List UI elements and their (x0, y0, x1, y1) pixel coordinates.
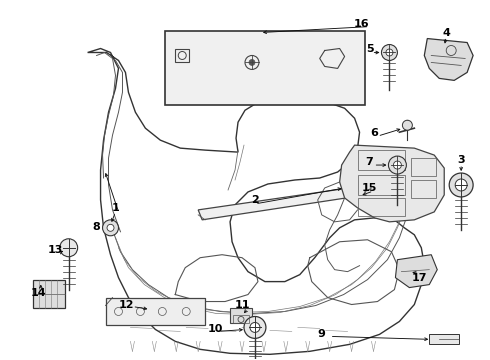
Text: 7: 7 (366, 157, 373, 167)
Polygon shape (395, 255, 437, 288)
Circle shape (386, 49, 393, 56)
Circle shape (244, 316, 266, 338)
Text: 6: 6 (370, 128, 378, 138)
Text: 10: 10 (207, 324, 223, 334)
Text: 11: 11 (234, 300, 250, 310)
Bar (358, 175, 405, 195)
Text: 8: 8 (93, 222, 100, 232)
Text: 1: 1 (112, 203, 120, 213)
Circle shape (250, 323, 260, 332)
Circle shape (249, 59, 255, 66)
Bar (165, 31, 365, 105)
Bar (230, 307, 252, 323)
Circle shape (402, 120, 413, 130)
Polygon shape (198, 185, 372, 220)
Bar (175, 49, 189, 62)
Text: 4: 4 (442, 28, 450, 37)
Bar (233, 315, 249, 323)
Bar (358, 198, 405, 216)
Circle shape (455, 179, 467, 191)
Text: 12: 12 (119, 300, 134, 310)
Bar (33, 280, 65, 307)
Circle shape (389, 156, 406, 174)
Bar (412, 158, 436, 176)
Polygon shape (424, 39, 473, 80)
Text: 15: 15 (362, 183, 377, 193)
Text: 3: 3 (457, 155, 465, 165)
Circle shape (382, 45, 397, 60)
Text: 17: 17 (412, 273, 427, 283)
Circle shape (102, 220, 119, 236)
Text: 5: 5 (366, 44, 373, 54)
Circle shape (393, 161, 401, 169)
Bar (429, 334, 459, 345)
Polygon shape (340, 145, 444, 222)
Text: 13: 13 (48, 245, 63, 255)
Circle shape (107, 224, 114, 231)
Circle shape (449, 173, 473, 197)
Text: 16: 16 (354, 19, 369, 28)
Bar (105, 298, 205, 325)
Bar (412, 180, 436, 198)
Bar (358, 150, 405, 170)
Text: 2: 2 (251, 195, 259, 205)
Circle shape (60, 239, 77, 257)
Text: 9: 9 (318, 329, 326, 339)
Text: 14: 14 (31, 288, 47, 298)
